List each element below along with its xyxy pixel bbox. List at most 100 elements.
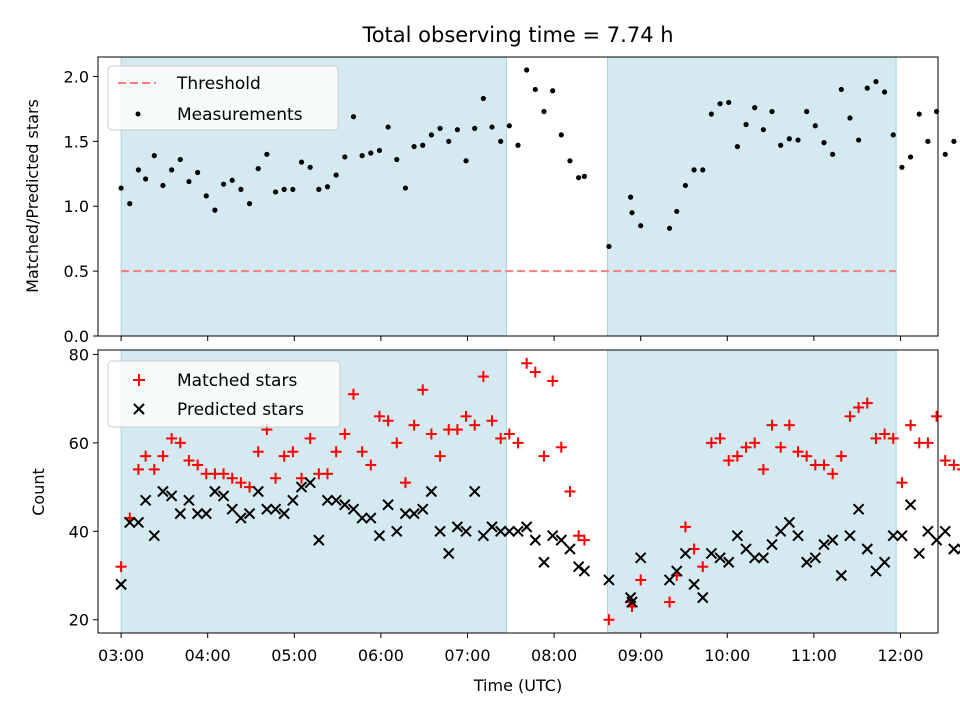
- predicted-star-marker: [157, 485, 169, 498]
- predicted-star-marker: [425, 485, 438, 498]
- predicted-star-marker: [261, 503, 273, 515]
- measurement-point: [752, 105, 758, 111]
- predicted-star-marker: [529, 534, 542, 546]
- measurement-point: [830, 151, 836, 157]
- legend-measurements-label: Measurements: [177, 105, 303, 125]
- predicted-star-marker: [809, 552, 822, 564]
- measurement-point: [264, 151, 270, 157]
- measurement-point: [472, 125, 478, 131]
- matched-star-marker: [792, 446, 804, 458]
- matched-star-marker: [451, 424, 463, 436]
- measurement-point: [708, 111, 715, 117]
- predicted-star-marker: [217, 490, 230, 502]
- matched-star-marker: [304, 432, 316, 444]
- measurement-point: [916, 111, 922, 117]
- measurement-point: [428, 132, 435, 138]
- predicted-star-marker: [165, 490, 178, 502]
- y-tick-label: 0.0: [64, 327, 89, 346]
- predicted-star-marker: [603, 574, 615, 586]
- x-tick-label: 04:00: [185, 646, 231, 665]
- observing-window-2: [607, 350, 897, 633]
- measurement-point: [498, 138, 504, 144]
- measurement-point: [856, 137, 862, 143]
- matched-star-marker: [408, 419, 420, 431]
- predicted-star-marker: [399, 507, 412, 520]
- measurement-point: [212, 207, 218, 213]
- measurement-point: [376, 147, 383, 154]
- measurement-point: [890, 132, 896, 138]
- predicted-star-marker: [520, 521, 533, 533]
- matched-star-marker: [922, 437, 934, 449]
- measurement-point: [118, 185, 124, 191]
- matched-star-marker: [157, 450, 169, 462]
- predicted-star-marker: [124, 516, 136, 529]
- matched-star-marker: [434, 450, 446, 462]
- matched-star-marker: [564, 486, 576, 497]
- predicted-star-marker: [451, 521, 464, 533]
- matched-star-marker: [287, 446, 299, 458]
- bottom-panel: 20 40 60 80 03:00 04:00 05:00 06:00 07:00 08:00 0…: [29, 345, 960, 695]
- measurement-point: [203, 193, 209, 199]
- predicted-star-marker: [783, 516, 796, 529]
- measurement-point: [489, 124, 495, 130]
- matched-star-marker: [347, 388, 359, 400]
- x-tick-label: 11:00: [791, 646, 837, 665]
- y-tick-label: 80: [69, 345, 89, 364]
- predicted-star-marker: [365, 512, 377, 524]
- predicted-star-marker: [634, 552, 647, 564]
- matched-star-marker: [270, 472, 282, 484]
- measurement-point: [194, 169, 201, 176]
- matched-star-marker: [330, 446, 342, 458]
- matched-star-marker: [766, 419, 778, 431]
- predicted-star-marker: [663, 574, 676, 586]
- measurement-point: [638, 223, 644, 229]
- measurement-point: [160, 182, 166, 189]
- predicted-star-marker: [486, 521, 498, 533]
- matched-star-marker: [775, 441, 787, 453]
- matched-star-marker: [226, 472, 238, 484]
- predicted-star-marker: [468, 485, 481, 498]
- measurement-point: [342, 154, 348, 160]
- measurement-point: [229, 177, 235, 183]
- measurement-point: [734, 143, 740, 150]
- predicted-star-marker: [922, 525, 934, 538]
- x-tick-label: 12:00: [877, 646, 923, 665]
- matched-star-marker: [896, 477, 908, 489]
- matched-star-marker: [512, 437, 524, 449]
- predicted-star-marker: [356, 512, 368, 524]
- matched-star-marker: [417, 384, 429, 396]
- measurement-point: [143, 176, 149, 182]
- predicted-star-marker: [679, 547, 692, 560]
- measurement-point: [541, 108, 547, 115]
- x-tick-label: 03:00: [98, 646, 144, 665]
- matched-star-marker: [679, 521, 691, 533]
- measurement-point: [881, 89, 888, 95]
- matched-star-marker: [555, 441, 567, 453]
- matched-star-marker: [373, 410, 385, 422]
- matched-star-marker: [391, 437, 403, 449]
- matched-star-marker: [749, 437, 761, 449]
- predicted-star-marker: [766, 538, 778, 551]
- measurement-point: [760, 127, 766, 133]
- matched-star-marker: [827, 468, 839, 480]
- predicted-star-marker: [347, 503, 360, 515]
- predicted-star-marker: [174, 507, 186, 520]
- predicted-star-marker: [512, 525, 524, 538]
- measurement-point: [446, 138, 452, 144]
- measurement-point: [411, 143, 417, 150]
- legend-predicted-label: Predicted stars: [177, 400, 304, 420]
- predicted-star-marker: [697, 591, 709, 604]
- predicted-star-marker: [546, 530, 559, 542]
- predicted-star-marker: [861, 543, 873, 555]
- measurement-point: [281, 186, 287, 192]
- measurement-point: [532, 86, 538, 93]
- measurement-point: [558, 132, 564, 138]
- matched-star-marker: [783, 419, 795, 431]
- measurement-point: [272, 189, 279, 195]
- predicted-star-marker: [939, 525, 951, 538]
- predicted-star-marker: [705, 547, 718, 560]
- measurement-point: [350, 114, 357, 120]
- predicted-star-marker: [115, 578, 127, 591]
- matched-star-marker: [503, 428, 515, 440]
- measurement-point: [674, 208, 680, 215]
